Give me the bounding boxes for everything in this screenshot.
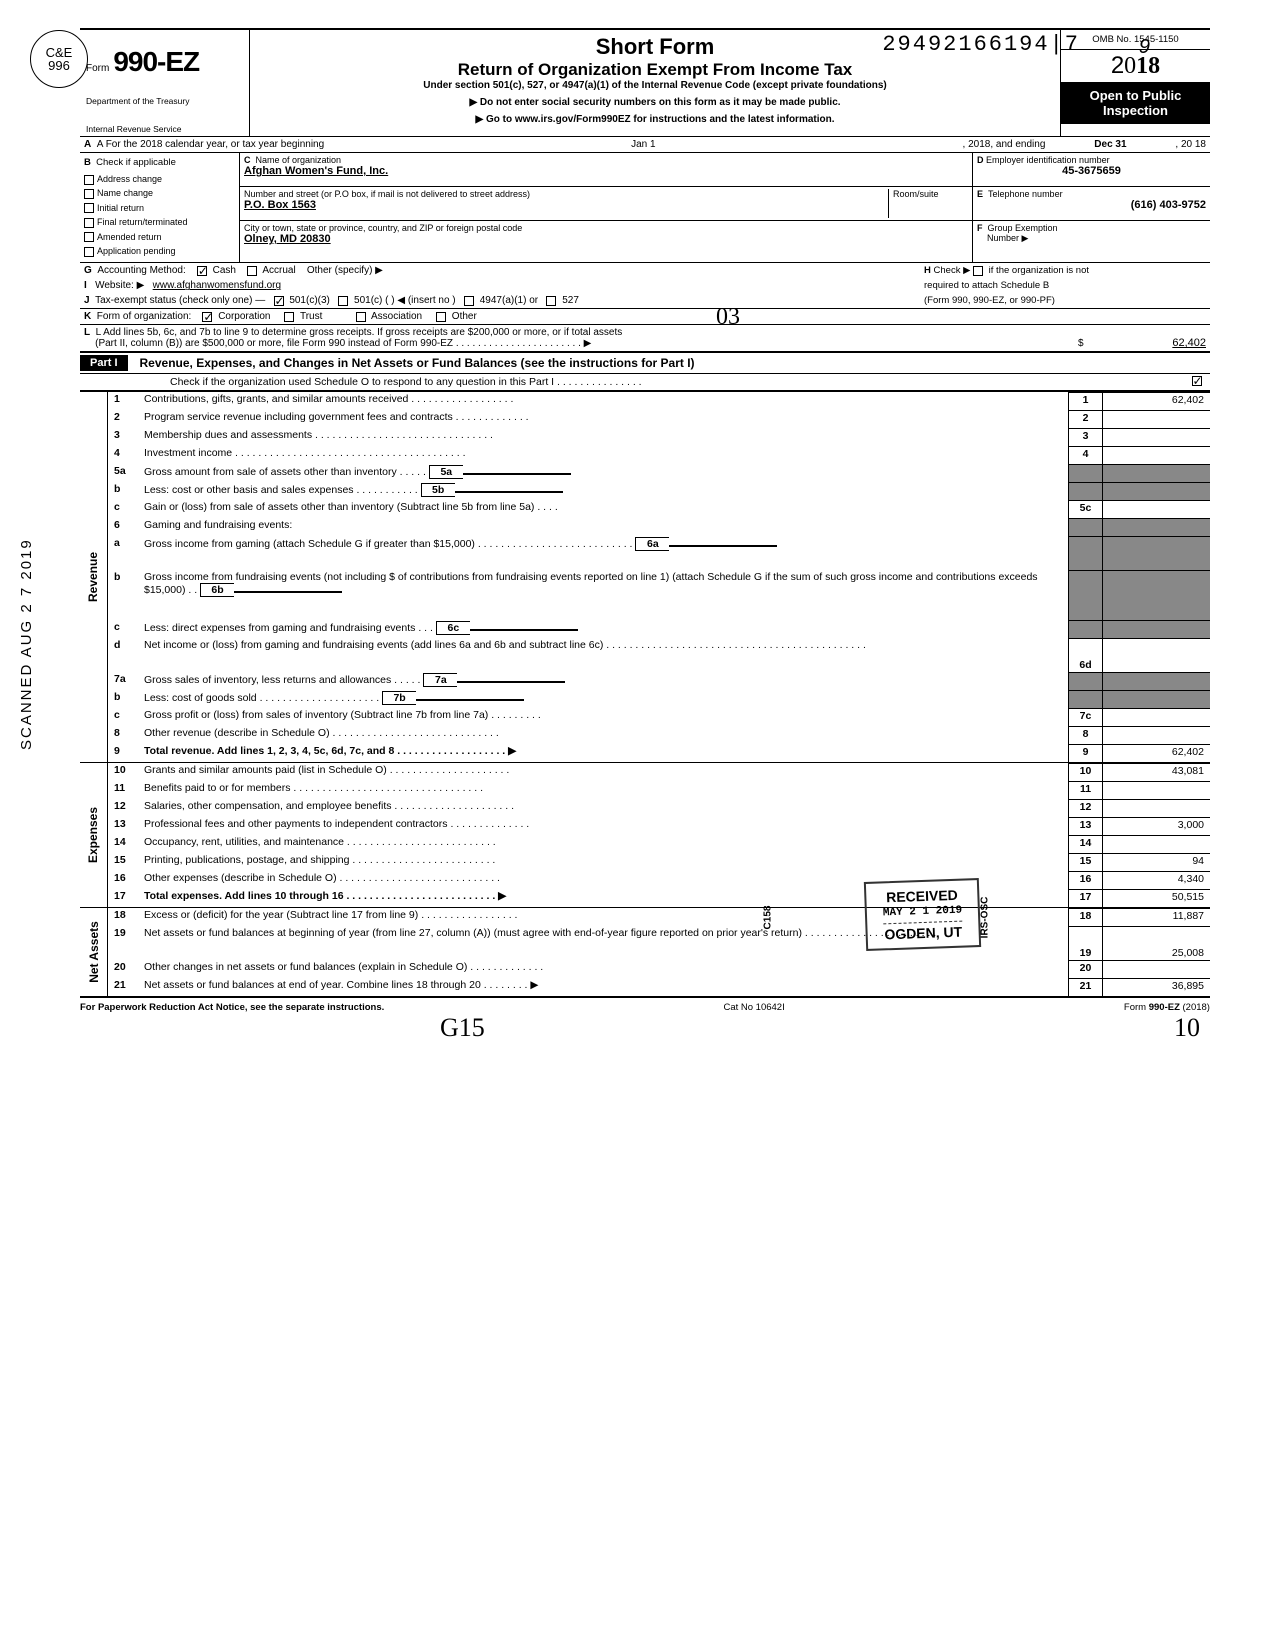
header-right: OMB No. 1545-1150 20201818 Open to Publi… [1060,30,1210,136]
handwritten-page: 10 [1174,1013,1200,1043]
checkbox-501c3[interactable] [274,296,284,306]
line-17-value: 50,515 [1102,889,1210,907]
org-name: Afghan Women's Fund, Inc. [244,165,968,177]
website: www.afghanwomensfund.org [153,280,281,291]
section-revenue: Revenue [80,392,108,762]
checkbox-4947[interactable] [464,296,474,306]
handwritten-initials: G15 [440,1013,485,1043]
line-9-value: 62,402 [1102,744,1210,762]
checkbox-corporation[interactable] [202,312,212,322]
line-10-value: 43,081 [1102,763,1210,781]
dept-irs: Internal Revenue Service [86,124,243,134]
box-c-org-info: C C Name of organizationName of organiza… [240,153,972,262]
checkbox-accrual[interactable] [247,266,257,276]
page-number-top: 9 [1139,36,1150,59]
checkbox-501c[interactable] [338,296,348,306]
section-net-assets: Net Assets [80,908,108,996]
org-address: P.O. Box 1563 [244,199,888,211]
header-left: Form 990-EZ Department of the Treasury I… [80,30,250,136]
checkbox-initial-return[interactable] [84,203,94,213]
box-b-check: B B Check if applicableCheck if applicab… [80,153,240,262]
line-16-value: 4,340 [1102,871,1210,889]
ein: 45-3675659 [977,165,1206,177]
title-return: Return of Organization Exempt From Incom… [260,60,1050,80]
form-word: Form [86,63,109,74]
checkbox-association[interactable] [356,312,366,322]
handwritten-03: 03 [716,304,740,331]
checkbox-schedule-b[interactable] [973,266,983,276]
section-expenses: Expenses [80,763,108,907]
form-logo: C&E 996 [30,30,88,88]
line-13-value: 3,000 [1102,817,1210,835]
checkbox-trust[interactable] [284,312,294,322]
subtitle: Under section 501(c), 527, or 4947(a)(1)… [260,80,1050,91]
checkbox-other-org[interactable] [436,312,446,322]
scanned-stamp: SCANNED AUG 2 7 2019 [18,538,35,750]
part-1-title: Revenue, Expenses, and Changes in Net As… [140,356,695,370]
instruction-2: ▶ Go to www.irs.gov/Form990EZ for instru… [260,114,1050,125]
checkbox-final-return[interactable] [84,218,94,228]
dept-treasury: Department of the Treasury [86,96,243,106]
line-19-value: 25,008 [1102,926,1210,960]
phone: (616) 403-9752 [977,199,1206,211]
checkbox-schedule-o[interactable] [1192,376,1202,386]
checkbox-amended-return[interactable] [84,232,94,242]
row-k: K Form of organization: Corporation Trus… [80,309,1210,325]
line-15-value: 94 [1102,853,1210,871]
instruction-1: ▶ Do not enter social security numbers o… [260,97,1050,108]
part-1-label: Part I [80,355,128,371]
document-number: 29492166194|7 [882,32,1080,57]
page-footer: For Paperwork Reduction Act Notice, see … [80,1002,1210,1013]
checkbox-address-change[interactable] [84,175,94,185]
checkbox-application-pending[interactable] [84,247,94,257]
line-18-value: 11,887 [1102,908,1210,926]
line-1-value: 62,402 [1102,392,1210,410]
stamp-irs-osc: IRS-OSC [980,897,991,939]
gross-receipts: 62,402 [1098,337,1206,349]
open-to-public: Open to Public Inspection [1061,82,1210,124]
line-21-value: 36,895 [1102,978,1210,996]
stamp-c158: C158 [763,906,774,930]
box-h: H Check ▶ if the organization is not [920,263,1210,278]
checkbox-name-change[interactable] [84,189,94,199]
row-a-tax-year: A A For the 2018 calendar year, or tax y… [80,137,1210,153]
form-number: 990-EZ [113,46,199,78]
tax-year: 20201818 [1061,50,1210,82]
checkbox-cash[interactable] [197,266,207,276]
org-city: Olney, MD 20830 [244,233,968,245]
logo-line2: 996 [48,59,70,72]
room-suite-label: Room/suite [888,189,968,218]
omb-number: OMB No. 1545-1150 [1061,30,1210,50]
checkbox-527[interactable] [546,296,556,306]
received-stamp: RECEIVED MAY 2 1 2019 OGDEN, UT [864,878,982,951]
